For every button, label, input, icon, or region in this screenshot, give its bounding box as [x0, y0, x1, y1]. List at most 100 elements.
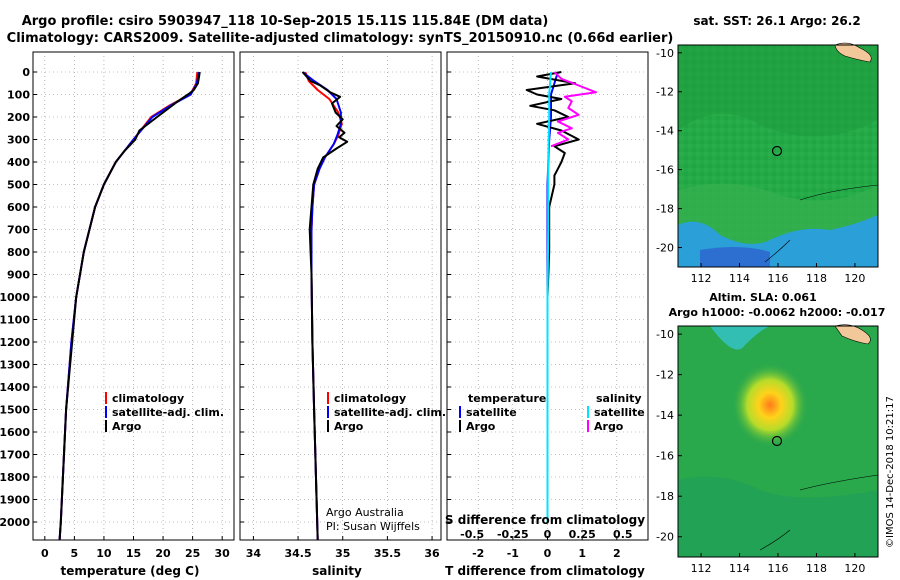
sst-map-title: sat. SST: 26.1 Argo: 26.2	[693, 14, 860, 28]
legend-climatology: climatology	[112, 392, 184, 405]
map-y-tick-label: -20	[656, 531, 674, 544]
map-x-tick-label: 120	[844, 562, 865, 575]
series-line	[301, 71, 349, 541]
map-x-tick-label: 116	[768, 562, 789, 575]
x-tick-label: 10	[96, 547, 112, 560]
x-tick-label: 35.5	[374, 547, 401, 560]
depth-tick-label: 1800	[0, 471, 30, 484]
figure-title-1: Argo profile: csiro 5903947_118 10-Sep-2…	[22, 14, 549, 29]
temperature-plot: 0 5 10 15 20 25 30	[33, 52, 234, 560]
depth-tick-label: 1100	[0, 314, 30, 327]
legend-temperature-heading: temperature	[468, 392, 546, 405]
map-x-tick-label: 112	[691, 272, 712, 285]
series-line	[301, 71, 342, 541]
depth-tick-label: 200	[7, 111, 30, 124]
legend-s-satellite: satellite	[594, 406, 645, 419]
map-y-tick-label: -14	[656, 125, 674, 138]
depth-tick-label: 500	[7, 179, 30, 192]
map-x-tick-label: 120	[844, 272, 865, 285]
salinity-legend: climatology satellite-adj. clim. Argo Ar…	[326, 392, 446, 533]
depth-axis: 0 100 200 300 400 500 600 700 800 900 1000 1100 1200…	[0, 66, 30, 529]
map-x-tick-label: 112	[691, 562, 712, 575]
series-line	[546, 71, 552, 522]
secondary-x-tick-label: -0.25	[497, 528, 529, 541]
legend-climatology: climatology	[334, 392, 406, 405]
depth-tick-label: 300	[7, 134, 30, 147]
map-axes: 112 114 116 118 120 -10 -12 -14 -16 -18 -20 112 114 1…	[656, 47, 865, 575]
legend-satellite-adj: satellite-adj. clim.	[112, 406, 224, 419]
legend-t-argo: Argo	[466, 420, 496, 433]
t-difference-xlabel: T difference from climatology	[445, 564, 645, 578]
map-x-tick-label: 114	[729, 562, 750, 575]
depth-tick-label: 1000	[0, 291, 30, 304]
map-y-tick-label: -12	[656, 86, 674, 99]
map-x-tick-label: 116	[768, 272, 789, 285]
x-tick-label: 36	[424, 547, 440, 560]
sla-map-subtitle: Argo h1000: -0.0062 h2000: -0.017	[669, 306, 886, 319]
map-y-tick-label: -10	[656, 47, 674, 60]
x-tick-label: 35	[335, 547, 350, 560]
series-line	[550, 71, 597, 148]
map-y-tick-label: -16	[656, 450, 674, 463]
map-y-tick-label: -18	[656, 203, 674, 216]
x-tick-label: 20	[155, 547, 171, 560]
secondary-x-tick-label: 0.25	[569, 528, 596, 541]
depth-tick-label: 1400	[0, 381, 30, 394]
depth-tick-label: 1900	[0, 494, 30, 507]
map-x-tick-label: 118	[806, 562, 827, 575]
sla-map: Altim. SLA: 0.061 Argo h1000: -0.0062 h2…	[669, 291, 886, 558]
legend-argo: Argo	[112, 420, 142, 433]
imos-credit: ©IMOS 14-Dec-2018 10:21:17	[885, 396, 896, 548]
series-line	[304, 71, 343, 541]
depth-tick-label: 600	[7, 201, 30, 214]
figure-title-2: Climatology: CARS2009. Satellite-adjuste…	[7, 31, 674, 46]
x-tick-label: 2	[613, 547, 621, 560]
series-line	[58, 71, 201, 541]
depth-tick-label: 1300	[0, 359, 30, 372]
salinity-plot: 34 34.5 35 35.5 36	[240, 52, 441, 560]
depth-tick-label: 0	[22, 66, 30, 79]
map-x-tick-label: 118	[806, 272, 827, 285]
x-tick-label: 15	[126, 547, 141, 560]
difference-legend: temperature satellite Argo salinity sate…	[459, 392, 645, 433]
depth-tick-label: 1700	[0, 449, 30, 462]
depth-tick-label: 1600	[0, 426, 30, 439]
map-y-tick-label: -12	[656, 369, 674, 382]
series-line	[525, 71, 580, 522]
map-x-tick-label: 114	[729, 272, 750, 285]
x-tick-label: 5	[71, 547, 79, 560]
legend-s-argo: Argo	[594, 420, 624, 433]
x-tick-label: -1	[507, 547, 519, 560]
depth-tick-label: 1500	[0, 404, 30, 417]
credit-line-2: PI: Susan Wijffels	[326, 520, 420, 533]
map-y-tick-label: -16	[656, 164, 674, 177]
x-tick-label: 34	[246, 547, 262, 560]
salinity-panel	[239, 51, 442, 541]
depth-tick-label: 700	[7, 224, 30, 237]
x-tick-label: 0	[544, 547, 552, 560]
series-line	[58, 71, 201, 541]
map-y-tick-label: -10	[656, 328, 674, 341]
x-tick-label: 1	[578, 547, 586, 560]
x-tick-label: 25	[185, 547, 200, 560]
map-y-tick-label: -20	[656, 242, 674, 255]
temperature-xlabel: temperature (deg C)	[61, 564, 200, 578]
depth-tick-label: 400	[7, 156, 30, 169]
map-y-tick-label: -14	[656, 409, 674, 422]
difference-plot: -2 -1 0 1 2 -0.5 -0.25 0 0.25 0.5	[447, 52, 648, 560]
argo-position-marker	[771, 145, 783, 157]
s-difference-xlabel: S difference from climatology	[445, 513, 645, 527]
x-tick-label: 30	[215, 547, 231, 560]
sla-map-title: Altim. SLA: 0.061	[709, 291, 816, 304]
depth-tick-label: 800	[7, 246, 30, 259]
argo-position-marker	[771, 435, 783, 447]
x-tick-label: 34.5	[284, 547, 311, 560]
x-tick-label: 0	[41, 547, 49, 560]
legend-satellite-adj: satellite-adj. clim.	[334, 406, 446, 419]
depth-tick-label: 100	[7, 89, 30, 102]
legend-argo: Argo	[334, 420, 364, 433]
secondary-x-tick-label: 0	[544, 528, 552, 541]
depth-tick-label: 2000	[0, 516, 30, 529]
map-y-tick-label: -18	[656, 490, 674, 503]
